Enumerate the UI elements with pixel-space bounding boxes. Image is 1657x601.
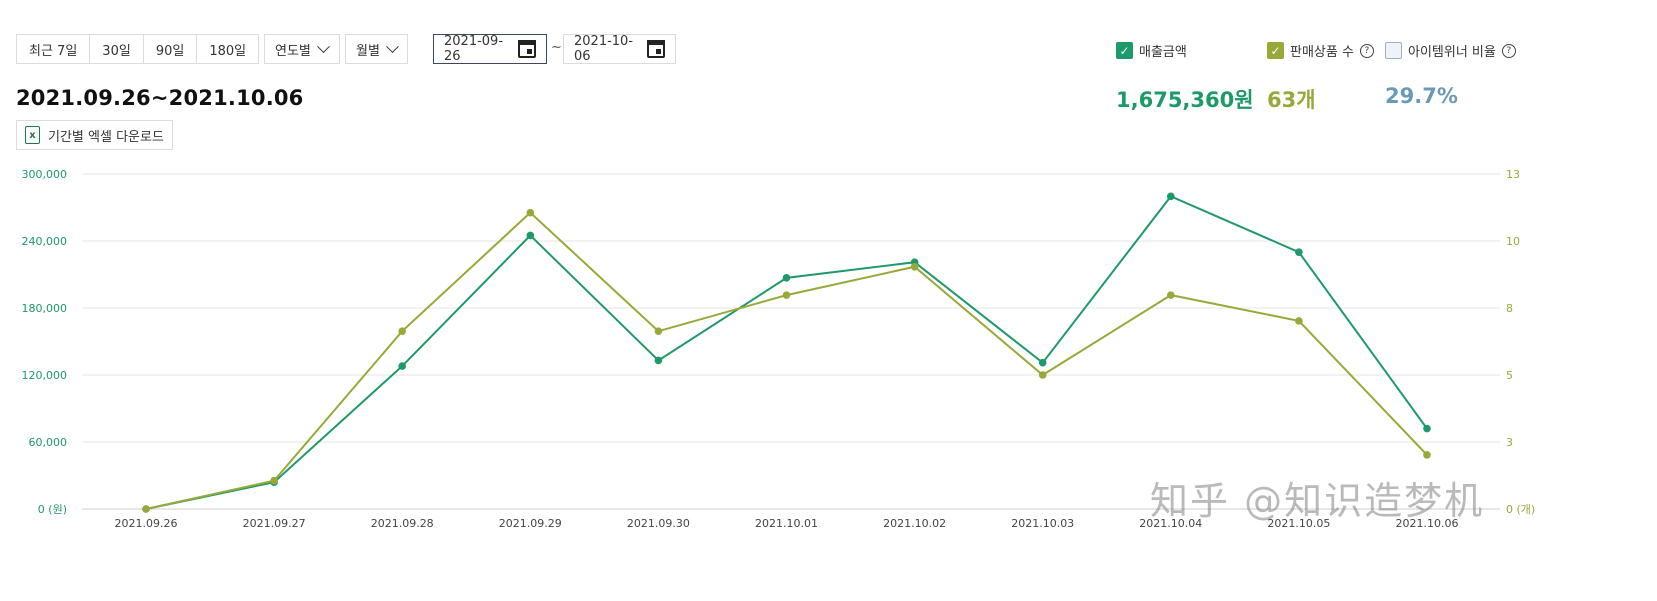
x-tick-label: 2021.09.26 xyxy=(115,517,178,530)
calendar-icon[interactable] xyxy=(518,40,536,58)
kpi-sales-total: 1,675,360원 xyxy=(1116,88,1254,112)
legend-toggle-winner[interactable]: 아이템위너 비율 ? xyxy=(1385,41,1516,60)
data-point xyxy=(654,327,663,335)
y-left-tick-label: 0 (원) xyxy=(38,503,67,516)
end-date-input[interactable]: 2021-10-06 xyxy=(563,34,676,64)
x-tick-label: 2021.10.05 xyxy=(1267,517,1330,530)
data-point xyxy=(398,362,407,370)
checkbox-checked-icon[interactable]: ✓ xyxy=(1267,42,1284,59)
y-right-tick-label: 5 xyxy=(1506,369,1513,382)
x-tick-label: 2021.09.28 xyxy=(371,517,434,530)
y-left-tick-label: 60,000 xyxy=(29,436,68,449)
data-point xyxy=(1423,424,1431,433)
start-date-input[interactable]: 2021-09-26 xyxy=(433,34,547,64)
date-range-separator: ~ xyxy=(551,40,562,55)
period-180d-button[interactable]: 180일 xyxy=(197,35,259,63)
data-point xyxy=(398,327,407,335)
series-line-sales xyxy=(145,195,1428,510)
data-point xyxy=(142,505,150,513)
y-right-tick-label: 0 (개) xyxy=(1506,503,1535,516)
year-select-label: 연도별 xyxy=(275,43,311,59)
x-tick-label: 2021.10.01 xyxy=(755,517,818,530)
period-button-group: 최근 7일 30일 90일 180일 xyxy=(16,34,260,64)
legend-toggle-sales[interactable]: ✓ 매출금액 xyxy=(1116,41,1187,60)
data-point xyxy=(1167,192,1175,201)
y-left-tick-label: 300,000 xyxy=(22,168,68,181)
y-right-tick-label: 10 xyxy=(1506,235,1520,248)
data-point xyxy=(782,291,791,299)
legend-toggle-items[interactable]: ✓ 판매상품 수 ? xyxy=(1267,41,1374,60)
x-tick-label: 2021.09.29 xyxy=(499,517,562,530)
data-point xyxy=(654,356,663,365)
data-point xyxy=(270,476,278,485)
data-point xyxy=(1038,371,1047,379)
kpi-winner-ratio: 29.7% xyxy=(1385,84,1458,108)
kpi-items-total: 63개 xyxy=(1267,88,1316,112)
x-tick-label: 2021.09.27 xyxy=(243,517,306,530)
month-select[interactable]: 월별 xyxy=(345,34,408,64)
data-point xyxy=(910,262,919,271)
y-left-tick-label: 240,000 xyxy=(22,235,68,248)
data-point xyxy=(782,274,791,282)
x-tick-label: 2021.10.03 xyxy=(1011,517,1074,530)
excel-file-icon: x xyxy=(25,126,40,144)
y-left-tick-label: 180,000 xyxy=(22,302,68,315)
period-7d-button[interactable]: 최근 7일 xyxy=(17,35,91,63)
data-point xyxy=(526,231,535,240)
excel-download-label: 기간별 엑셀 다운로드 xyxy=(48,129,164,145)
y-right-tick-label: 3 xyxy=(1506,436,1513,449)
data-point xyxy=(1295,248,1303,256)
legend-items-label: 판매상품 수 xyxy=(1290,45,1354,60)
checkbox-checked-icon[interactable]: ✓ xyxy=(1116,42,1133,59)
data-point xyxy=(526,208,535,217)
y-left-tick-label: 120,000 xyxy=(22,369,68,382)
x-tick-label: 2021.10.02 xyxy=(883,517,946,530)
x-tick-label: 2021.10.04 xyxy=(1139,517,1202,530)
y-right-tick-label: 13 xyxy=(1506,168,1520,181)
data-point xyxy=(1423,451,1431,459)
help-icon[interactable]: ? xyxy=(1359,43,1374,58)
x-tick-label: 2021.10.06 xyxy=(1396,517,1459,530)
start-date-value: 2021-09-26 xyxy=(444,34,504,64)
period-90d-button[interactable]: 90일 xyxy=(143,35,198,63)
data-point xyxy=(1167,291,1175,299)
period-30d-button[interactable]: 30일 xyxy=(90,35,144,63)
data-point xyxy=(1038,358,1047,367)
month-select-label: 월별 xyxy=(356,43,380,59)
x-tick-label: 2021.09.30 xyxy=(627,517,690,530)
y-right-tick-label: 8 xyxy=(1506,302,1513,315)
end-date-value: 2021-10-06 xyxy=(574,34,634,64)
legend-sales-label: 매출금액 xyxy=(1139,45,1187,60)
legend-winner-label: 아이템위너 비율 xyxy=(1408,45,1496,60)
page-title: 2021.09.26~2021.10.06 xyxy=(16,86,304,110)
series-line-items xyxy=(145,211,1428,510)
data-point xyxy=(1295,317,1303,325)
checkbox-unchecked-icon[interactable] xyxy=(1385,42,1402,59)
help-icon[interactable]: ? xyxy=(1501,43,1516,58)
calendar-icon[interactable] xyxy=(647,40,665,58)
year-select[interactable]: 연도별 xyxy=(264,34,340,64)
excel-download-button[interactable]: x 기간별 엑셀 다운로드 xyxy=(16,120,173,150)
